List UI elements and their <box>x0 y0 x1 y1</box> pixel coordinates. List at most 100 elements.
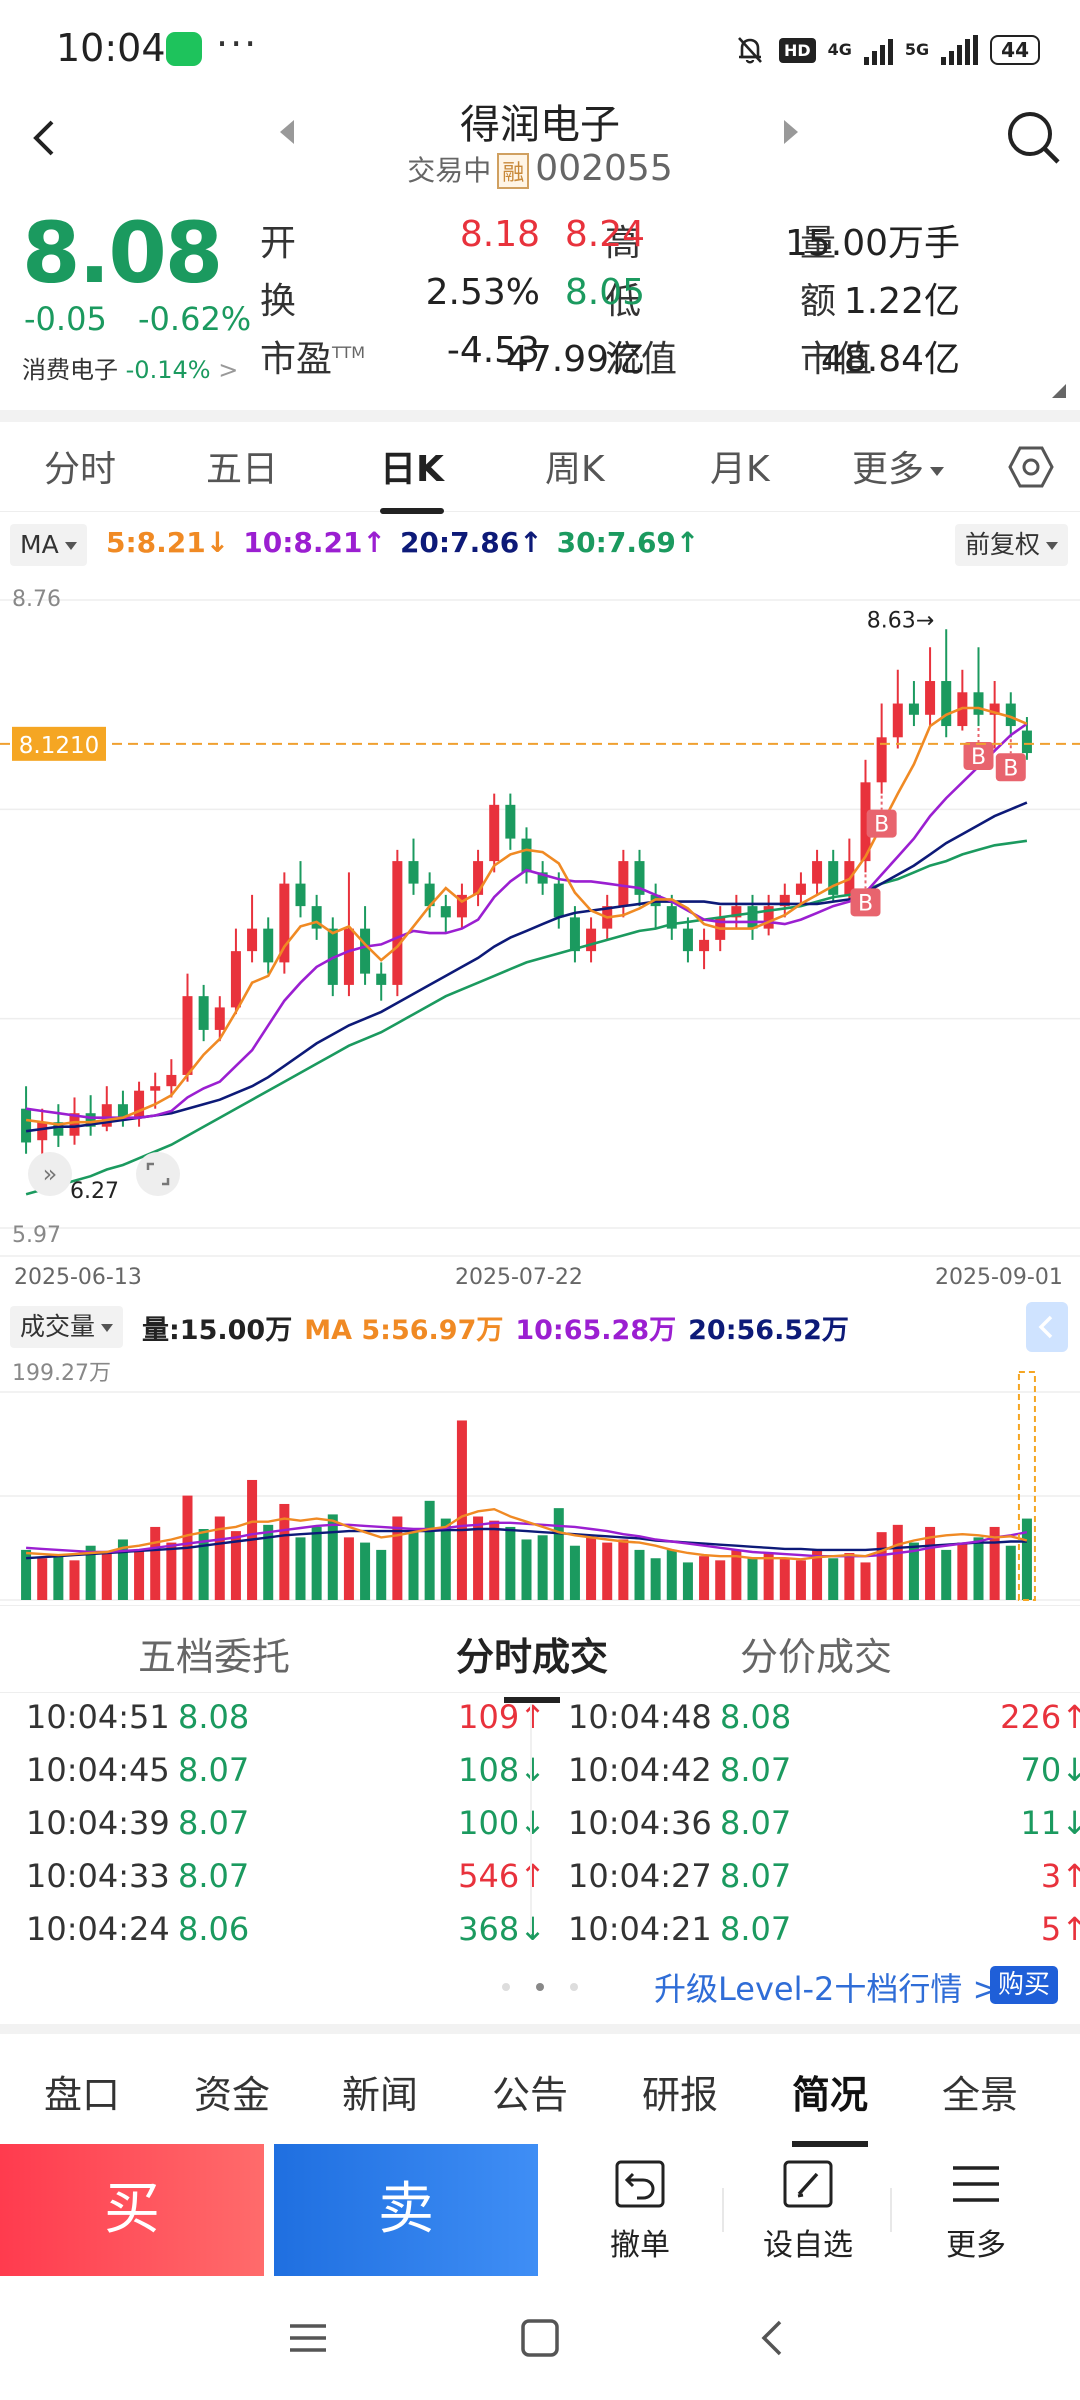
tab-info[interactable]: 盘口 <box>44 2073 121 2117</box>
tab-info[interactable]: 研报 <box>642 2073 719 2117</box>
recent-apps-icon[interactable] <box>286 2316 330 2360</box>
tab-trade-detail[interactable]: 分价成交 <box>740 1635 893 1679</box>
more-actions-button[interactable]: 更多 <box>906 2158 1046 2264</box>
candle <box>634 861 645 895</box>
tick-price: 8.07 <box>178 1751 250 1789</box>
expand-corner-icon[interactable] <box>1052 384 1066 398</box>
level2-upgrade-link[interactable]: 升级Level-2十档行情 > <box>654 1970 1000 2008</box>
candle <box>85 1113 96 1127</box>
previous-stock-arrow[interactable] <box>280 120 294 144</box>
volume-panel: 成交量 量:15.00万 MA 5:56.97万 10:65.28万 20:56.52… <box>0 1298 1080 1603</box>
chart-settings-icon[interactable] <box>1008 444 1054 490</box>
chevron-down-icon <box>101 1324 114 1332</box>
tick-volume: 11↓ <box>1020 1804 1080 1842</box>
undo-icon <box>615 2160 665 2208</box>
candle <box>69 1113 80 1136</box>
volume-bar <box>957 1542 968 1600</box>
tick-row: 10:04:24 8.06 368↓ <box>26 1910 546 1963</box>
search-icon[interactable] <box>1002 106 1066 170</box>
volume-ma20-line <box>26 1527 1027 1560</box>
candle <box>279 883 290 963</box>
date-label: 2025-09-01 <box>935 1265 1063 1290</box>
tick-time: 10:04:33 <box>26 1857 170 1895</box>
volume-bar <box>666 1549 677 1600</box>
fullscreen-button[interactable] <box>136 1152 180 1196</box>
back-arrow-icon[interactable] <box>16 108 76 168</box>
buy-signal-badge[interactable] <box>995 753 1026 782</box>
tab-period-label: 更多 <box>852 449 925 490</box>
buy-signal-badge[interactable] <box>866 809 897 838</box>
volume-indicator-select[interactable]: 成交量 <box>10 1306 124 1348</box>
action-divider <box>890 2188 892 2232</box>
tick-price: 8.07 <box>178 1804 250 1842</box>
fullscreen-icon <box>146 1162 170 1186</box>
column-divider <box>530 1704 532 1934</box>
tab-info[interactable]: 简况 <box>792 2064 869 2147</box>
tab-period[interactable]: 更多 <box>852 440 945 492</box>
collapse-panel-icon[interactable] <box>1026 1302 1068 1352</box>
candle <box>263 928 274 963</box>
date-label: 2025-06-13 <box>14 1265 142 1290</box>
date-label: 2025-07-22 <box>455 1265 583 1290</box>
level2-buy-button[interactable]: 购买 <box>990 1966 1059 2004</box>
ma-values: 5:8.21↓ 10:8.21↑ 20:7.86↑ 30:7.69↑ <box>106 526 713 559</box>
price-change: -0.05 <box>24 300 107 338</box>
tick-row: 10:04:27 8.07 3↑ <box>568 1857 1080 1910</box>
tick-price: 8.07 <box>720 1910 792 1948</box>
tick-time: 10:04:45 <box>26 1751 170 1789</box>
ma-select-label: MA <box>20 530 59 559</box>
home-icon[interactable] <box>518 2316 562 2360</box>
candle <box>489 804 500 862</box>
candle <box>747 906 758 929</box>
buy-signal-badge[interactable] <box>850 888 881 917</box>
cancel-order-label: 撤单 <box>610 2228 670 2263</box>
buy-button[interactable]: 买 <box>0 2144 264 2276</box>
tab-period[interactable]: 日K <box>380 440 444 514</box>
candle <box>198 996 209 1030</box>
tab-period[interactable]: 五日 <box>206 440 278 492</box>
tab-info[interactable]: 公告 <box>492 2073 569 2117</box>
candle <box>731 906 742 918</box>
sell-button[interactable]: 卖 <box>274 2144 538 2276</box>
volume-chart[interactable]: 199.27万 <box>0 1356 1080 1603</box>
adjust-select[interactable]: 前复权 <box>954 524 1068 566</box>
add-watchlist-button[interactable]: 设自选 <box>738 2158 878 2264</box>
sector-link[interactable]: 消费电子 -0.14% > <box>22 350 238 385</box>
tab-info[interactable]: 新闻 <box>342 2073 419 2117</box>
ma-select[interactable]: MA <box>10 524 87 566</box>
quote-label: 量 <box>800 223 837 264</box>
tab-info[interactable]: 全景 <box>942 2073 1019 2117</box>
volume-value: 量:15.00万 <box>142 1315 293 1346</box>
buy-signal-badge[interactable] <box>963 742 994 771</box>
volume-bar <box>908 1542 919 1600</box>
candle <box>117 1104 128 1118</box>
volume-bar <box>360 1542 371 1600</box>
tick-row: 10:04:21 8.07 5↑ <box>568 1910 1080 1963</box>
quote-stats-grid[interactable]: 开 8.18 高 8.24 量 15.00万手换 2.53% 低 8.05 额 1.22亿 市盈TTM… <box>260 214 1070 388</box>
volume-bar <box>134 1549 145 1600</box>
tick-time: 10:04:36 <box>568 1804 712 1842</box>
candle <box>101 1104 112 1127</box>
quote-value: 1.22亿 <box>843 281 960 322</box>
info-tabs: 盘口 资金 新闻 公告 研报 简况 全景 <box>0 2034 1080 2147</box>
expand-left-button[interactable]: » <box>28 1152 72 1196</box>
volume-bar <box>489 1520 500 1600</box>
cancel-order-button[interactable]: 撤单 <box>570 2158 710 2264</box>
tick-row: 10:04:42 8.07 70↓ <box>568 1751 1080 1804</box>
chevron-down-icon <box>930 466 945 476</box>
tab-period[interactable]: 月K <box>710 440 770 492</box>
tab-period[interactable]: 分时 <box>44 440 116 492</box>
volume-header: 成交量 量:15.00万 MA 5:56.97万 10:65.28万 20:56.52… <box>0 1298 1080 1356</box>
volume-bar <box>699 1556 710 1600</box>
tick-row: 10:04:45 8.07 108↓ <box>26 1751 546 1804</box>
next-stock-arrow[interactable] <box>784 120 798 144</box>
tick-volume: 100↓ <box>458 1804 546 1842</box>
candle <box>1021 730 1032 754</box>
tab-period[interactable]: 周K <box>545 440 605 492</box>
tab-trade-detail[interactable]: 分时成交 <box>456 1626 608 1703</box>
tab-trade-detail[interactable]: 五档委托 <box>138 1635 291 1679</box>
ma-value: 5:8.21↓ <box>106 526 230 559</box>
tab-info[interactable]: 资金 <box>194 2073 271 2117</box>
back-nav-icon[interactable] <box>752 2316 796 2360</box>
